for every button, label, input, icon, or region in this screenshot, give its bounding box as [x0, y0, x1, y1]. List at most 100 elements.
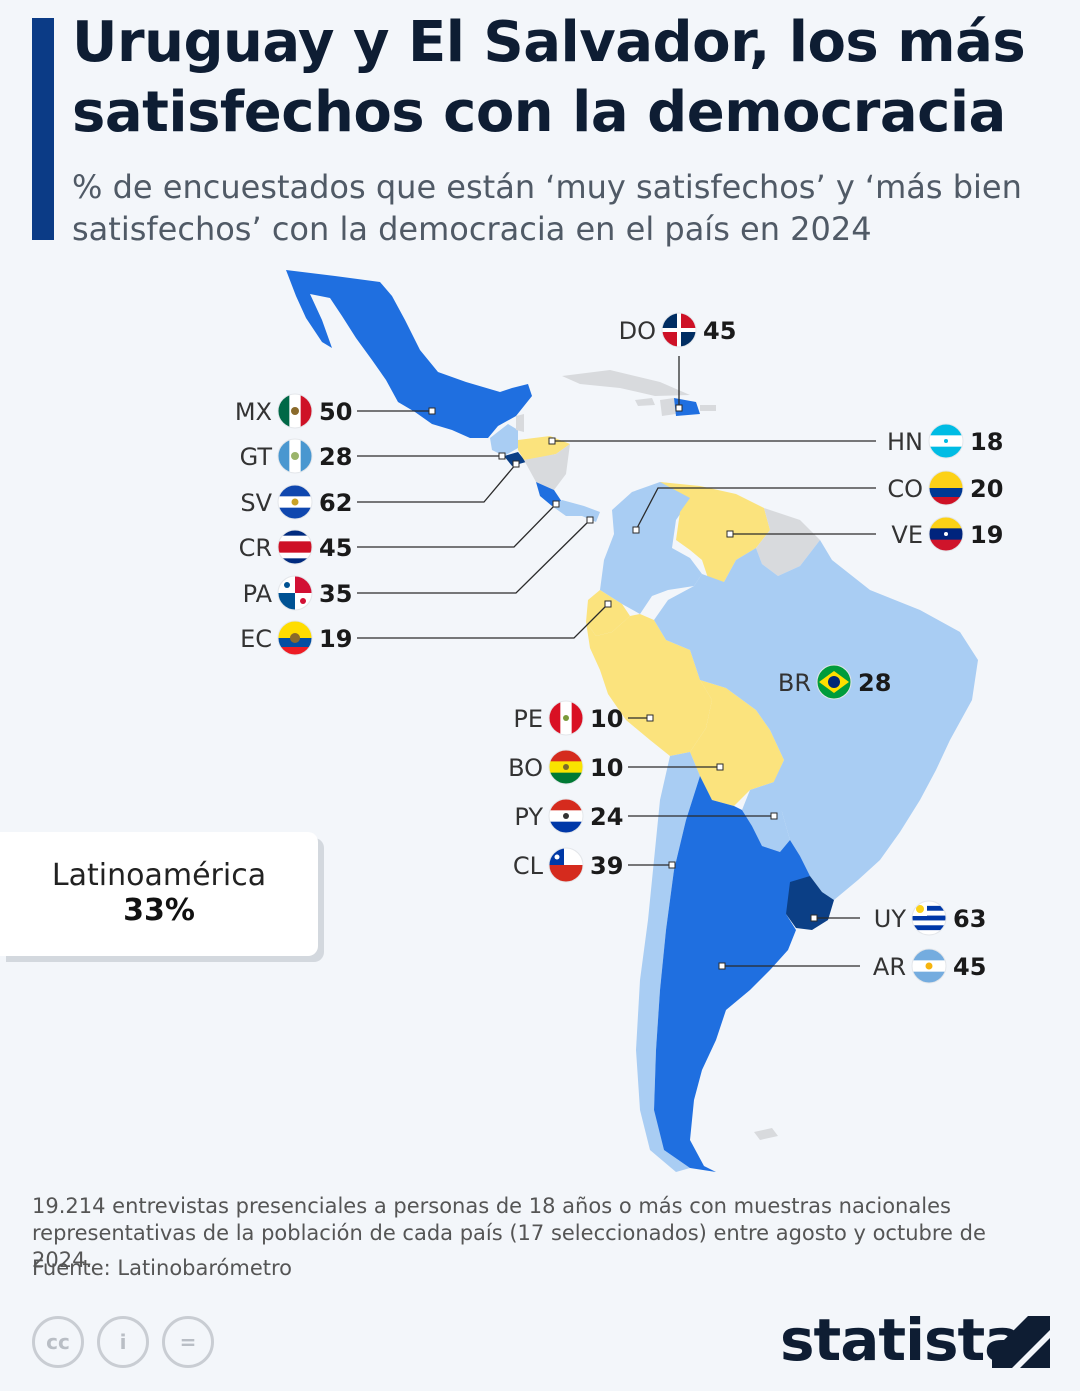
country-code: BO — [508, 754, 543, 782]
haiti-shape — [660, 398, 676, 416]
source-note: Fuente: Latinobarómetro — [32, 1256, 293, 1280]
leader-anchor-ve — [726, 530, 734, 538]
country-label-hn: HN 18 — [548, 423, 1003, 459]
summary-value: 33% — [123, 893, 195, 928]
country-code: VE — [891, 521, 923, 549]
honduras-flag-icon — [928, 423, 964, 459]
country-label-mx: MX 50 — [235, 393, 436, 429]
leader-anchor-cr — [552, 500, 560, 508]
guatemala-shape — [490, 424, 518, 456]
country-label-py: PY 24 — [514, 798, 778, 834]
country-code: PY — [514, 803, 543, 831]
country-code: HN — [887, 428, 923, 456]
leader-line-sv — [357, 463, 517, 503]
country-label-do: DO 45 — [619, 312, 736, 412]
jamaica-shape — [635, 398, 655, 406]
country-label-ec: EC 19 — [240, 600, 612, 656]
leader-line-co — [635, 487, 876, 531]
country-label-uy: UY 63 — [810, 900, 986, 936]
country-code: CR — [239, 534, 272, 562]
country-value: 10 — [590, 754, 623, 782]
country-value: 28 — [319, 443, 352, 471]
brazil-flag-icon — [816, 664, 852, 700]
dominican-republic-flag-icon — [661, 312, 697, 348]
leader-anchor-ec — [604, 600, 612, 608]
leader-anchor-mx — [428, 407, 436, 415]
country-value: 18 — [970, 428, 1003, 456]
country-label-gt: GT 28 — [240, 438, 506, 474]
leader-line-ec — [357, 603, 609, 639]
mexico-shape — [286, 270, 532, 438]
country-value: 45 — [953, 953, 986, 981]
bolivia-flag-icon — [548, 749, 584, 785]
country-label-ve: VE 19 — [726, 516, 1003, 552]
country-value: 63 — [953, 905, 986, 933]
attribution-icon: i — [97, 1316, 149, 1368]
country-code: GT — [240, 443, 273, 471]
country-label-sv: SV 62 — [240, 460, 520, 520]
leader-anchor-do — [675, 404, 683, 412]
panama-flag-icon — [277, 575, 313, 611]
country-code: AR — [873, 953, 906, 981]
leader-anchor-cl — [668, 861, 676, 869]
argentina-flag-icon — [911, 948, 947, 984]
paraguay-flag-icon — [548, 798, 584, 834]
leader-anchor-hn — [548, 437, 556, 445]
leader-anchor-gt — [498, 452, 506, 460]
country-code: DO — [619, 317, 656, 345]
regional-summary-box: Latinoamérica 33% — [0, 832, 318, 956]
venezuela-flag-icon — [928, 516, 964, 552]
peru-flag-icon — [548, 700, 584, 736]
country-label-co: CO 20 — [632, 470, 1003, 534]
leader-anchor-bo — [716, 763, 724, 771]
no-derivatives-icon: = — [162, 1316, 214, 1368]
bolivia-shape — [690, 680, 784, 806]
leader-anchor-sv — [512, 460, 520, 468]
brand-wordmark: statista — [780, 1306, 1023, 1374]
falklands-shape — [754, 1128, 778, 1140]
leader-line-pa — [357, 519, 591, 594]
country-value: 35 — [319, 580, 352, 608]
accent-bar — [32, 18, 54, 240]
country-value: 45 — [703, 317, 736, 345]
country-value: 62 — [319, 489, 352, 517]
country-label-ar: AR 45 — [718, 948, 986, 984]
mexico-flag-icon — [277, 393, 313, 429]
country-value: 20 — [970, 475, 1003, 503]
country-label-bo: BO 10 — [508, 749, 724, 785]
country-code: CO — [887, 475, 923, 503]
honduras-shape — [518, 436, 570, 460]
leader-anchor-pe — [646, 714, 654, 722]
leader-anchor-py — [770, 812, 778, 820]
country-value: 19 — [319, 625, 352, 653]
chile-shape — [636, 752, 700, 1172]
page-title: Uruguay y El Salvador, los más satisfech… — [72, 10, 1026, 145]
country-code: SV — [240, 489, 272, 517]
country-code: PA — [243, 580, 273, 608]
country-code: CL — [513, 852, 544, 880]
guianas-shape — [756, 508, 820, 576]
chile-flag-icon — [548, 847, 584, 883]
country-value: 28 — [858, 669, 891, 697]
country-value: 19 — [970, 521, 1003, 549]
paraguay-shape — [742, 782, 790, 852]
country-label-cl: CL 39 — [513, 847, 676, 883]
colombia-flag-icon — [928, 470, 964, 506]
uruguay-flag-icon — [911, 900, 947, 936]
country-code: UY — [874, 905, 907, 933]
country-code: MX — [235, 398, 272, 426]
country-label-br: BR 28 — [778, 664, 891, 700]
cuba-shape — [562, 370, 690, 396]
colombia-shape — [600, 482, 702, 614]
leader-line-cr — [357, 503, 557, 548]
country-label-pe: PE 10 — [513, 700, 654, 736]
el-salvador-flag-icon — [277, 484, 313, 520]
country-label-cr: CR 45 — [239, 500, 560, 565]
brazil-shape — [654, 540, 978, 900]
statista-logo-icon — [992, 1316, 1050, 1368]
summary-label: Latinoamérica — [51, 858, 267, 893]
country-code: BR — [778, 669, 811, 697]
country-code: EC — [240, 625, 272, 653]
leader-anchor-co — [632, 526, 640, 534]
